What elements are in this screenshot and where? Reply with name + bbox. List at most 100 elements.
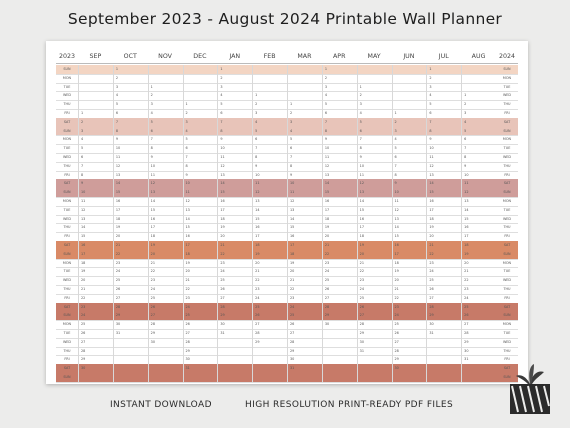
year-label: 2023 xyxy=(58,53,76,60)
cell-divider xyxy=(112,117,114,127)
day-number: 4 xyxy=(150,111,153,115)
cell-divider xyxy=(112,91,114,101)
day-number: 27 xyxy=(115,295,121,300)
cell-divider xyxy=(217,320,218,329)
cell-divider xyxy=(252,276,253,285)
cell-divider xyxy=(321,109,323,118)
cell-divider xyxy=(182,161,183,171)
cell-divider xyxy=(391,144,392,153)
cell-divider xyxy=(217,135,218,145)
day-number: 12 xyxy=(81,207,86,212)
cell-divider xyxy=(426,117,427,127)
day-label: WED xyxy=(62,155,72,159)
day-number: 5 xyxy=(429,102,432,107)
day-number: 11 xyxy=(150,172,155,177)
day-number: 28 xyxy=(359,322,364,327)
day-number: 5 xyxy=(359,119,362,124)
day-number: 20 xyxy=(464,260,469,265)
cell-divider xyxy=(321,126,323,136)
header-divider xyxy=(56,63,518,64)
cell-divider xyxy=(78,126,79,136)
cell-divider xyxy=(182,276,183,285)
day-number: 17 xyxy=(185,243,190,247)
day-number: 9 xyxy=(255,163,258,168)
cell-divider xyxy=(252,285,253,294)
cell-divider xyxy=(391,170,392,180)
day-label: THU xyxy=(63,102,71,107)
day-number: 8 xyxy=(290,163,293,168)
day-label: TUE xyxy=(63,146,71,151)
cell-divider xyxy=(391,126,392,136)
day-number: 19 xyxy=(115,225,121,230)
day-number: 16 xyxy=(429,199,434,203)
day-number: 6 xyxy=(185,146,188,151)
cell-divider xyxy=(78,144,79,153)
day-number: 15 xyxy=(185,225,190,230)
day-number: 17 xyxy=(324,207,330,212)
cell-divider xyxy=(182,214,183,224)
day-number: 12 xyxy=(464,190,469,195)
day-number: 30 xyxy=(464,348,469,353)
cell-divider xyxy=(182,126,183,136)
cell-divider xyxy=(252,205,253,215)
cell-divider xyxy=(252,197,253,206)
cell-divider xyxy=(356,223,358,233)
cell-divider xyxy=(287,276,288,285)
day-number: 16 xyxy=(185,234,190,239)
day-number: 4 xyxy=(464,119,467,124)
cell-divider xyxy=(182,355,183,365)
day-number: 8 xyxy=(81,172,84,177)
month-header: OCT xyxy=(123,53,137,60)
cell-divider xyxy=(391,197,392,206)
day-number: 11 xyxy=(255,181,260,186)
day-label: FRI xyxy=(504,234,510,239)
day-number: 20 xyxy=(324,234,330,239)
cell-divider xyxy=(287,337,288,347)
cell-divider xyxy=(217,73,218,83)
day-number: 17 xyxy=(81,251,86,256)
cell-divider xyxy=(321,214,323,224)
day-label: MON xyxy=(502,137,512,142)
day-number: 17 xyxy=(115,207,121,212)
cell-divider xyxy=(391,311,392,321)
day-number: 18 xyxy=(115,216,121,221)
cell-divider xyxy=(287,241,288,250)
day-number: 12 xyxy=(185,199,190,203)
day-label: WED xyxy=(502,155,512,159)
cell-divider xyxy=(321,293,323,303)
day-number: 2 xyxy=(220,75,223,80)
day-number: 17 xyxy=(290,243,295,247)
day-number: 15 xyxy=(394,234,399,239)
cell-divider xyxy=(112,197,114,206)
day-number: 29 xyxy=(464,339,469,344)
day-number: 14 xyxy=(359,199,364,203)
day-number: 10 xyxy=(290,181,295,186)
day-label: TUE xyxy=(503,207,511,212)
cell-divider xyxy=(78,65,79,74)
cell-divider xyxy=(78,73,79,83)
day-label: WED xyxy=(62,339,72,344)
day-number: 18 xyxy=(150,234,155,239)
day-label: MON xyxy=(62,75,72,80)
day-number: 5 xyxy=(324,102,327,107)
day-label: SUN xyxy=(503,128,511,133)
cell-divider xyxy=(252,65,253,74)
cell-divider xyxy=(426,223,427,233)
cell-divider xyxy=(356,109,358,118)
cell-divider xyxy=(461,179,462,189)
cell-divider xyxy=(78,258,79,268)
day-number: 18 xyxy=(290,251,295,256)
day-number: 27 xyxy=(185,331,190,335)
cell-divider xyxy=(321,337,323,347)
cell-divider xyxy=(252,258,253,268)
day-number: 25 xyxy=(324,278,330,283)
day-number: 23 xyxy=(359,278,364,283)
cell-divider xyxy=(252,117,253,127)
day-label: SUN xyxy=(503,251,511,256)
cell-divider xyxy=(356,100,358,109)
day-number: 21 xyxy=(324,243,330,247)
day-number: 12 xyxy=(220,163,225,168)
cell-divider xyxy=(182,329,183,338)
day-number: 7 xyxy=(185,155,188,159)
day-number: 19 xyxy=(359,243,364,247)
